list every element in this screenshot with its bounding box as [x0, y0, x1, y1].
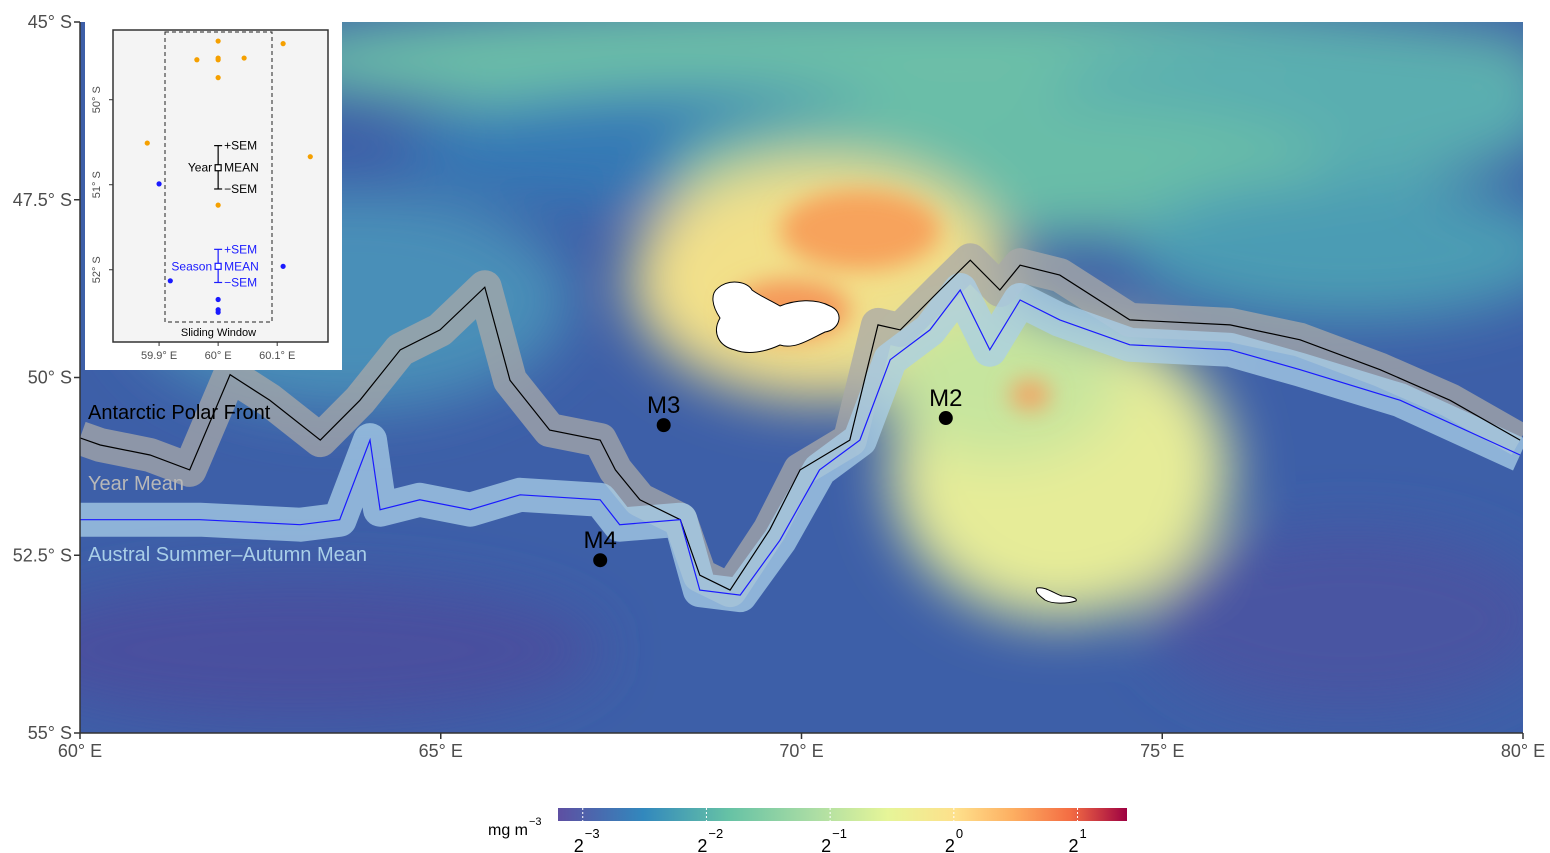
inset-point	[144, 140, 150, 146]
colorbar-tick-exponent: −2	[708, 826, 723, 841]
inset-point	[215, 75, 221, 81]
sem-label: MEAN	[224, 259, 259, 273]
sliding-window	[164, 31, 273, 323]
colorbar-tick-base: 2	[574, 836, 584, 853]
station-label: M4	[584, 527, 617, 554]
inset-x-tick-label: 59.9° E	[141, 350, 177, 362]
inset-point	[280, 41, 286, 47]
y-tick-label: 47.5° S	[13, 190, 72, 210]
inset-point	[241, 55, 247, 61]
sem-label: +SEM	[224, 139, 257, 153]
colorbar-tick-base: 2	[697, 836, 707, 853]
inset-points	[144, 38, 313, 315]
mean-marker	[214, 164, 222, 172]
station-marker	[938, 411, 953, 426]
window-label: Sliding Window	[181, 327, 256, 339]
y-tick-label: 55° S	[28, 723, 72, 743]
station-label: M2	[929, 385, 962, 412]
inset-y-tick-label: 50° S	[91, 86, 103, 113]
colorbar-tick-base: 2	[1069, 836, 1079, 853]
line-label: Austral Summer–Autumn Mean	[88, 544, 367, 566]
x-tick-label: 75° E	[1140, 741, 1184, 761]
front-label: Antarctic Polar Front	[88, 402, 271, 424]
x-tick-label: 65° E	[419, 741, 463, 761]
heard-island	[1035, 587, 1077, 604]
inset-point	[215, 57, 221, 63]
y-tick-label: 45° S	[28, 12, 72, 32]
inset-point	[307, 154, 313, 160]
sem-label: −SEM	[224, 275, 257, 289]
group-label: Year	[188, 161, 212, 175]
station-marker	[656, 418, 671, 433]
sem-label: MEAN	[224, 161, 259, 175]
inset-x-tick-label: 60.1° E	[259, 350, 295, 362]
inset-panel	[112, 29, 329, 343]
inset-y-tick-label: 52° S	[91, 256, 103, 283]
x-tick-label: 70° E	[779, 741, 823, 761]
colorbar-tick-exponent: 1	[1080, 826, 1087, 841]
inset-y-tick-label: 51° S	[91, 171, 103, 198]
station-label: M3	[647, 392, 680, 419]
colorbar-unit-exponent: −3	[529, 816, 542, 828]
x-tick-label: 80° E	[1501, 741, 1545, 761]
colorbar-tick-exponent: 0	[956, 826, 963, 841]
line-label: Year Mean	[88, 473, 184, 495]
front-lines	[80, 243, 1523, 613]
colorbar-tick-exponent: −3	[585, 826, 600, 841]
inset-point	[215, 296, 221, 303]
inset-point	[194, 57, 200, 63]
colorbar	[558, 808, 1127, 821]
colorbar-tick-exponent: −1	[832, 826, 847, 841]
inset-point	[215, 202, 221, 208]
group-label: Season	[171, 259, 212, 273]
y-tick-label: 52.5° S	[13, 545, 72, 565]
sem-label: +SEM	[224, 242, 257, 256]
front-line	[80, 259, 1521, 591]
inset-point	[280, 263, 286, 269]
inset-point	[215, 309, 221, 315]
inset-point	[167, 278, 173, 284]
inset-x-tick-label: 60° E	[205, 350, 232, 362]
inset-point	[215, 38, 221, 44]
colorbar-tick-base: 2	[945, 836, 955, 853]
kerguelen-island	[712, 281, 840, 353]
sem-label: −SEM	[224, 182, 257, 196]
x-tick-label: 60° E	[58, 741, 102, 761]
colorbar-unit: mg m	[488, 822, 528, 839]
y-tick-label: 50° S	[28, 368, 72, 388]
colorbar-tick-base: 2	[821, 836, 831, 853]
station-marker	[593, 553, 608, 568]
inset-point	[156, 181, 162, 187]
mean-marker	[214, 262, 222, 270]
front-line	[80, 288, 1521, 596]
